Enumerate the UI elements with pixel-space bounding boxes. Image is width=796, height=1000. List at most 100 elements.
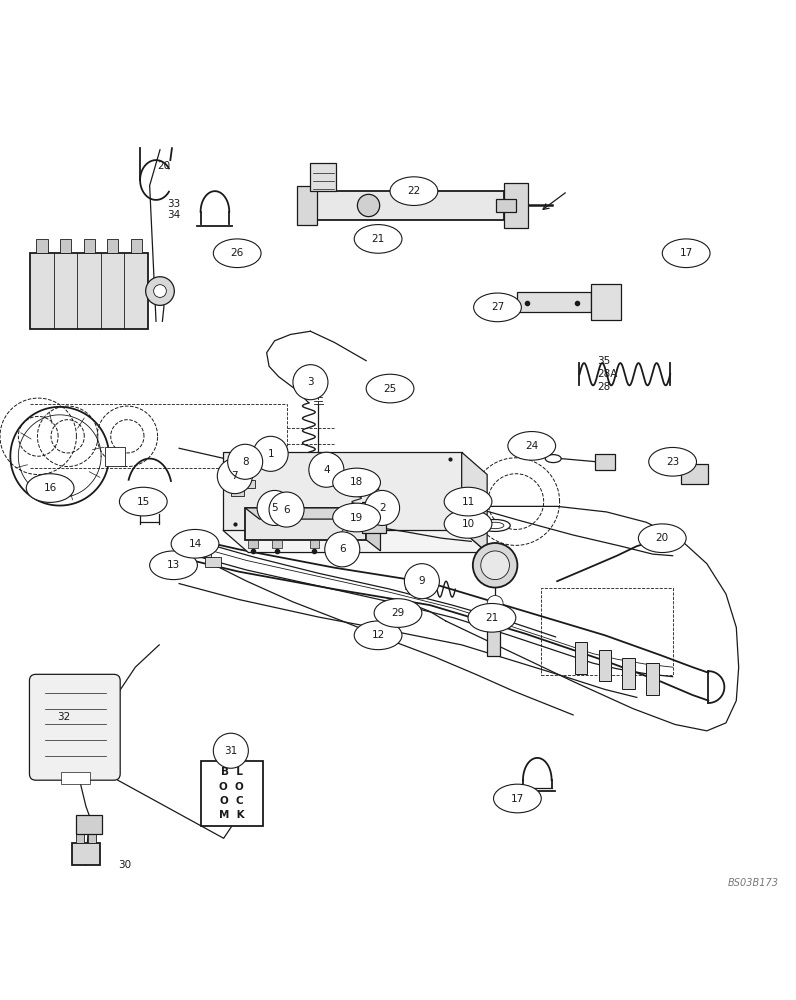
Bar <box>541 588 673 675</box>
Ellipse shape <box>545 455 561 463</box>
Text: 25: 25 <box>384 384 396 394</box>
Polygon shape <box>366 508 380 551</box>
Bar <box>234 474 247 482</box>
Text: 31: 31 <box>224 746 237 756</box>
Text: 8: 8 <box>242 457 248 467</box>
Text: 34: 34 <box>167 210 181 220</box>
Circle shape <box>269 492 304 527</box>
Text: 5: 5 <box>271 503 278 513</box>
Ellipse shape <box>474 293 521 322</box>
Text: 4: 4 <box>323 465 330 475</box>
Circle shape <box>357 194 380 217</box>
Text: 2: 2 <box>379 503 385 513</box>
Ellipse shape <box>444 487 492 516</box>
Bar <box>242 480 255 488</box>
Text: O  C: O C <box>220 796 244 806</box>
Text: 14: 14 <box>189 539 201 549</box>
Bar <box>30 253 148 329</box>
Bar <box>84 239 95 253</box>
Text: 10: 10 <box>462 519 474 529</box>
Bar <box>76 815 102 834</box>
Text: 35: 35 <box>597 356 611 366</box>
Circle shape <box>146 277 174 305</box>
Text: 13: 13 <box>167 560 180 570</box>
Bar <box>205 557 221 567</box>
Circle shape <box>481 551 509 580</box>
Ellipse shape <box>494 784 541 813</box>
Bar <box>478 556 513 575</box>
Ellipse shape <box>119 487 167 516</box>
Text: 28: 28 <box>597 382 611 392</box>
Bar <box>595 454 615 470</box>
Text: 23: 23 <box>666 457 679 467</box>
Circle shape <box>404 564 439 599</box>
Bar <box>297 186 317 225</box>
Text: 7: 7 <box>232 471 238 481</box>
Polygon shape <box>223 530 487 553</box>
Bar <box>131 239 142 253</box>
Text: 16: 16 <box>44 483 57 493</box>
Bar <box>496 199 516 212</box>
Text: 21: 21 <box>372 234 384 244</box>
Circle shape <box>293 365 328 400</box>
Bar <box>362 502 386 533</box>
Bar <box>245 508 366 540</box>
Circle shape <box>668 453 682 467</box>
Bar <box>195 547 211 557</box>
Bar <box>72 843 100 865</box>
Text: 15: 15 <box>137 497 150 507</box>
FancyBboxPatch shape <box>29 674 120 780</box>
Text: 29: 29 <box>392 608 404 618</box>
Circle shape <box>154 285 166 297</box>
Text: M  K: M K <box>219 810 244 820</box>
Bar <box>187 535 203 545</box>
Text: 24: 24 <box>525 441 538 451</box>
Ellipse shape <box>638 524 686 553</box>
Ellipse shape <box>662 239 710 268</box>
Text: 28A: 28A <box>597 369 618 379</box>
Bar <box>61 772 90 784</box>
Ellipse shape <box>150 551 197 580</box>
Text: 12: 12 <box>372 630 384 640</box>
Bar <box>60 239 71 253</box>
Text: 6: 6 <box>339 544 345 554</box>
Bar <box>575 642 587 674</box>
Ellipse shape <box>213 239 261 268</box>
Text: 26: 26 <box>231 248 244 258</box>
Ellipse shape <box>171 529 219 558</box>
Bar <box>201 761 263 826</box>
Text: BS03B173: BS03B173 <box>728 878 778 888</box>
Ellipse shape <box>390 177 438 205</box>
Text: 30: 30 <box>118 860 131 870</box>
Text: 21: 21 <box>486 613 498 623</box>
Bar <box>231 488 244 496</box>
Circle shape <box>325 532 360 567</box>
Circle shape <box>473 543 517 588</box>
Text: 18: 18 <box>350 477 363 487</box>
Text: 32: 32 <box>57 712 71 722</box>
Polygon shape <box>223 452 462 530</box>
Bar <box>310 163 336 191</box>
Circle shape <box>365 490 400 525</box>
Circle shape <box>257 490 292 525</box>
Ellipse shape <box>508 432 556 460</box>
Ellipse shape <box>333 468 380 497</box>
Ellipse shape <box>354 225 402 253</box>
Polygon shape <box>462 452 487 553</box>
Bar <box>504 183 528 228</box>
Ellipse shape <box>354 621 402 650</box>
Ellipse shape <box>374 599 422 627</box>
Bar <box>37 239 48 253</box>
Text: B  L: B L <box>220 767 243 777</box>
Text: 20: 20 <box>656 533 669 543</box>
Bar <box>88 834 96 843</box>
Text: 22: 22 <box>408 186 420 196</box>
Text: 11: 11 <box>462 497 474 507</box>
Bar <box>646 663 659 695</box>
Bar <box>107 239 119 253</box>
Bar <box>517 292 591 312</box>
Bar <box>272 540 282 548</box>
Ellipse shape <box>486 522 504 529</box>
Bar <box>310 540 319 548</box>
Circle shape <box>487 596 503 611</box>
